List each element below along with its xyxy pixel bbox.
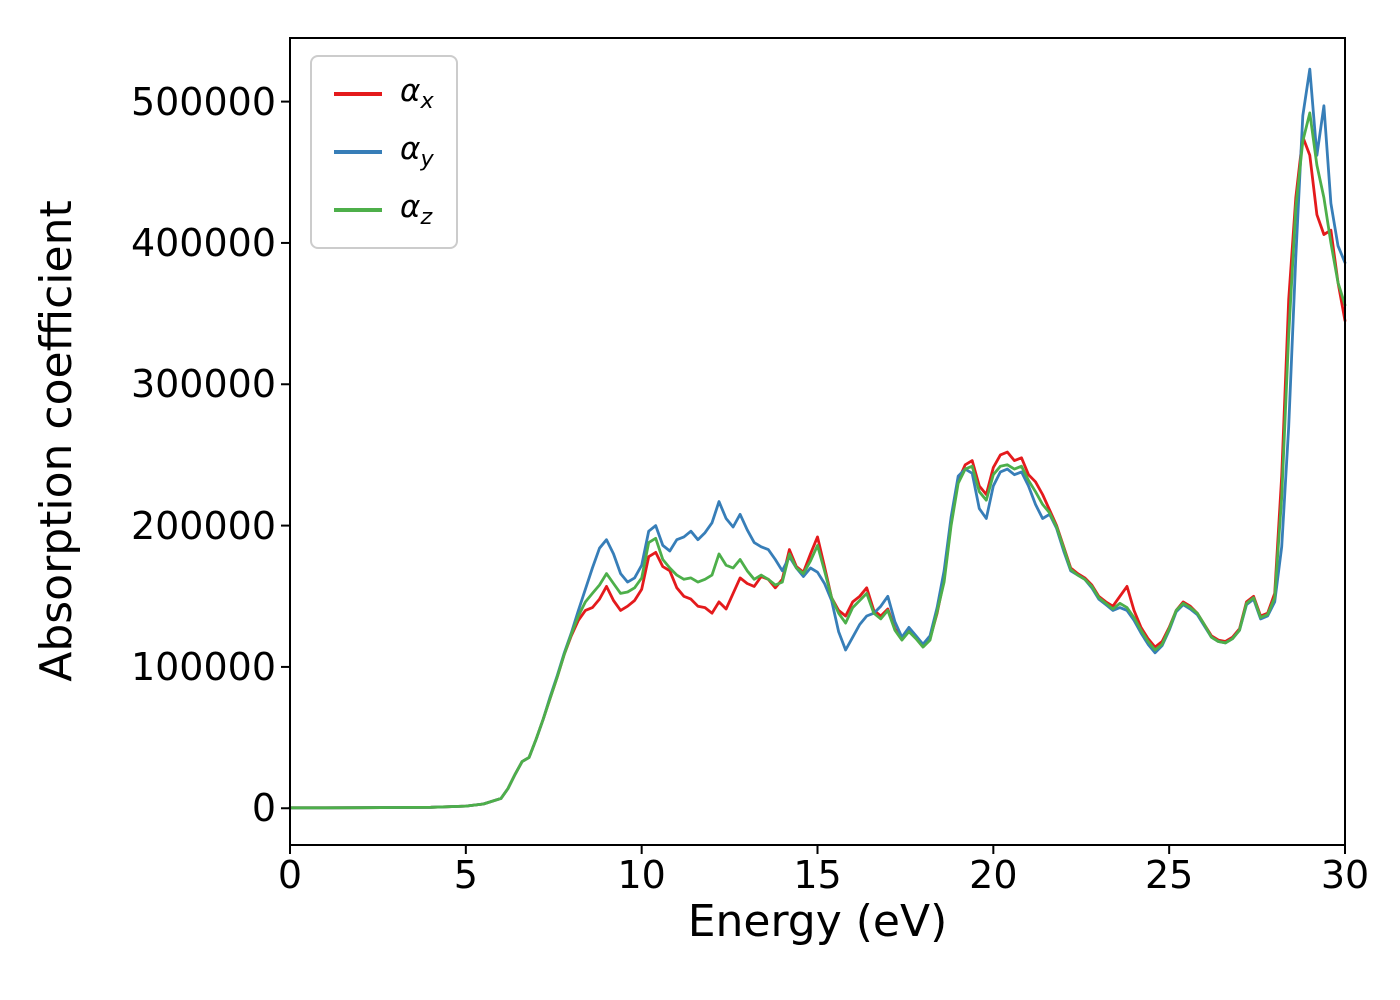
plot-svg <box>281 37 1347 854</box>
legend-swatch <box>334 92 382 96</box>
x-tick-label: 10 <box>617 853 666 897</box>
x-tick-label: 25 <box>1144 853 1194 897</box>
y-tick-label: 400000 <box>130 220 276 265</box>
legend: αx αy αz <box>310 55 458 249</box>
y-tick-label: 300000 <box>130 362 276 407</box>
series-line-alpha_z <box>288 111 1347 810</box>
plot-border <box>289 37 1346 846</box>
plot-area <box>281 37 1347 854</box>
legend-entry-alpha-x: αx <box>334 71 434 117</box>
y-axis-label: Absorption coefficient <box>31 200 82 682</box>
legend-label-alpha-z: αz <box>400 188 433 230</box>
y-tick-label: 200000 <box>130 503 276 548</box>
x-axis-label: Energy (eV) <box>687 896 948 947</box>
x-tick-label: 15 <box>793 853 842 897</box>
legend-entry-alpha-y: αy <box>334 129 434 175</box>
y-tick-label: 0 <box>251 786 276 831</box>
x-tick-label: 30 <box>1320 853 1370 897</box>
y-tick-label: 500000 <box>130 79 276 124</box>
x-tick-label: 0 <box>277 853 303 897</box>
legend-label-alpha-y: αy <box>400 130 434 172</box>
y-tick-label: 100000 <box>130 644 276 689</box>
legend-swatch <box>334 208 382 212</box>
legend-entry-alpha-z: αz <box>334 187 434 233</box>
legend-label-alpha-x: αx <box>400 72 434 114</box>
x-tick-label: 20 <box>969 853 1018 897</box>
legend-swatch <box>334 150 382 154</box>
x-tick-label: 5 <box>453 853 478 897</box>
